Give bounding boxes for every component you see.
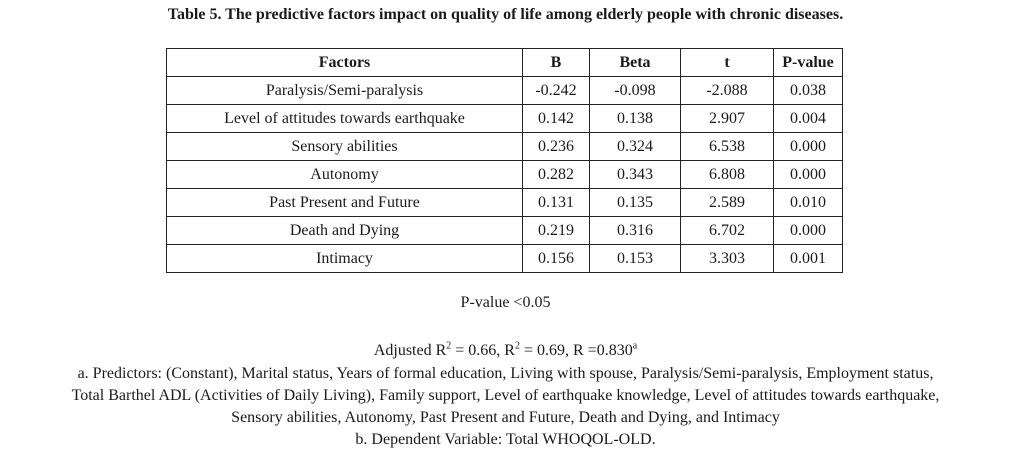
table-row: Level of attitudes towards earthquake 0.… [166,104,843,133]
cell-p-value: 0.000 [773,160,843,189]
table-row: Death and Dying 0.219 0.316 6.702 0.000 [166,216,843,245]
regression-table: Factors B Beta t P-value Paralysis/Semi-… [166,48,843,273]
cell-b: 0.236 [522,132,590,161]
cell-factor: Past Present and Future [166,188,523,217]
cell-factor: Autonomy [166,160,523,189]
cell-t: 3.303 [680,244,774,273]
cell-p-value: 0.001 [773,244,843,273]
table-row: Past Present and Future 0.131 0.135 2.58… [166,188,843,217]
cell-b: -0.242 [522,76,590,105]
cell-p-value: 0.000 [773,132,843,161]
cell-b: 0.156 [522,244,590,273]
p-value-note: P-value <0.05 [460,294,551,311]
cell-factor: Level of attitudes towards earthquake [166,104,523,133]
table-row: Sensory abilities 0.236 0.324 6.538 0.00… [166,132,843,161]
cell-t: 6.702 [680,216,774,245]
cell-beta: 0.316 [589,216,681,245]
adjusted-r2-label: Adjusted R [373,342,447,359]
cell-beta: -0.098 [589,76,681,105]
adjusted-r2-line: Adjusted R2 = 0.66, R2 = 0.69, R =0.830a [0,340,1011,362]
cell-beta: 0.135 [589,188,681,217]
cell-t: 2.907 [680,104,774,133]
header-beta: Beta [589,48,681,77]
cell-b: 0.131 [522,188,590,217]
cell-factor: Sensory abilities [166,132,523,161]
cell-beta: 0.324 [589,132,681,161]
cell-p-value: 0.000 [773,216,843,245]
header-factors: Factors [166,48,523,77]
superscript-2: 2 [446,340,452,352]
predictors-line-1: a. Predictors: (Constant), Marital statu… [77,365,934,382]
adjusted-r2-value: = 0.66, R [451,342,515,359]
cell-factor: Paralysis/Semi-paralysis [166,76,523,105]
cell-p-value: 0.038 [773,76,843,105]
cell-p-value: 0.010 [773,188,843,217]
cell-b: 0.219 [522,216,590,245]
header-p-value: P-value [773,48,843,77]
predictors-line-3: Sensory abilities, Autonomy, Past Presen… [231,409,780,426]
cell-t: -2.088 [680,76,774,105]
header-b: B [522,48,590,77]
r2-value: = 0.69, R =0.830 [519,342,633,359]
cell-t: 2.589 [680,188,774,217]
cell-factor: Intimacy [166,244,523,273]
table-header-row: Factors B Beta t P-value [166,48,843,77]
cell-b: 0.282 [522,160,590,189]
cell-beta: 0.343 [589,160,681,189]
predictors-line-2: Total Barthel ADL (Activities of Daily L… [71,387,940,404]
superscript-a: a [632,340,638,352]
cell-t: 6.808 [680,160,774,189]
cell-beta: 0.153 [589,244,681,273]
dependent-variable-note: b. Dependent Variable: Total WHOQOL-OLD. [355,431,656,448]
table-row: Paralysis/Semi-paralysis -0.242 -0.098 -… [166,76,843,105]
table-row: Intimacy 0.156 0.153 3.303 0.001 [166,244,843,273]
cell-beta: 0.138 [589,104,681,133]
cell-p-value: 0.004 [773,104,843,133]
table-title: Table 5. The predictive factors impact o… [167,6,844,23]
superscript-2: 2 [514,340,520,352]
cell-t: 6.538 [680,132,774,161]
cell-factor: Death and Dying [166,216,523,245]
cell-b: 0.142 [522,104,590,133]
header-t: t [680,48,774,77]
table-row: Autonomy 0.282 0.343 6.808 0.000 [166,160,843,189]
